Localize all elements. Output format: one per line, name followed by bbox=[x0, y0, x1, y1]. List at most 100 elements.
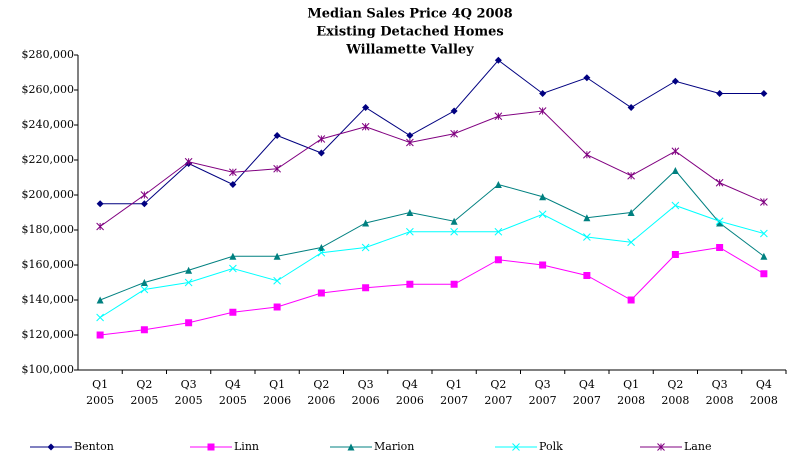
marker bbox=[207, 443, 215, 451]
x-tick-label: 2005 bbox=[219, 394, 247, 407]
y-tick-label: $280,000 bbox=[22, 48, 75, 61]
x-tick-label: 2005 bbox=[86, 394, 114, 407]
marker bbox=[273, 164, 281, 173]
marker bbox=[96, 222, 104, 231]
marker bbox=[47, 443, 55, 451]
y-tick-label: $180,000 bbox=[22, 223, 75, 236]
legend-label: Polk bbox=[539, 440, 563, 453]
marker bbox=[671, 77, 679, 85]
x-tick-label: 2008 bbox=[750, 394, 778, 407]
marker bbox=[185, 266, 193, 274]
y-tick-label: $140,000 bbox=[22, 293, 75, 306]
marker bbox=[362, 284, 370, 292]
marker bbox=[406, 227, 414, 236]
x-tick-label: Q1 bbox=[269, 378, 285, 391]
x-tick-label: Q3 bbox=[358, 378, 374, 391]
marker bbox=[229, 168, 237, 177]
marker bbox=[140, 279, 148, 286]
marker bbox=[494, 256, 502, 264]
x-tick-label: Q1 bbox=[92, 378, 108, 391]
marker bbox=[627, 238, 635, 247]
chart-title: Willamette Valley bbox=[345, 43, 474, 58]
x-tick-label: 2005 bbox=[130, 394, 158, 407]
marker bbox=[512, 443, 520, 451]
marker bbox=[140, 200, 148, 208]
marker bbox=[450, 129, 458, 138]
x-tick-label: Q2 bbox=[490, 378, 506, 391]
marker bbox=[406, 280, 414, 288]
marker bbox=[317, 289, 325, 297]
marker bbox=[583, 74, 591, 82]
marker bbox=[450, 217, 458, 225]
y-tick-label: $120,000 bbox=[22, 328, 75, 341]
marker bbox=[273, 303, 281, 311]
marker bbox=[760, 270, 768, 278]
marker bbox=[406, 132, 414, 139]
x-tick-label: Q2 bbox=[313, 378, 329, 391]
marker bbox=[760, 229, 768, 238]
marker bbox=[347, 443, 355, 451]
x-tick-label: Q2 bbox=[667, 378, 683, 391]
marker bbox=[96, 331, 104, 339]
chart-title: Existing Detached Homes bbox=[316, 25, 503, 40]
marker bbox=[406, 138, 414, 147]
marker bbox=[494, 181, 502, 188]
marker bbox=[671, 167, 679, 174]
x-tick-label: 2007 bbox=[440, 394, 468, 407]
marker bbox=[627, 171, 635, 180]
marker bbox=[140, 285, 149, 294]
x-tick-label: 2008 bbox=[661, 394, 689, 407]
x-tick-label: Q1 bbox=[623, 378, 639, 391]
series-line bbox=[100, 59, 764, 205]
marker bbox=[539, 261, 547, 269]
x-tick-label: 2007 bbox=[573, 394, 601, 407]
x-tick-label: Q3 bbox=[712, 378, 728, 391]
marker bbox=[96, 313, 104, 322]
marker bbox=[760, 198, 768, 206]
x-tick-label: Q4 bbox=[579, 378, 595, 391]
marker bbox=[450, 107, 458, 115]
marker bbox=[317, 135, 326, 143]
y-tick-label: $200,000 bbox=[22, 188, 75, 201]
marker bbox=[361, 243, 370, 252]
x-tick-label: Q4 bbox=[225, 378, 241, 391]
marker bbox=[317, 248, 326, 257]
marker bbox=[539, 90, 547, 97]
marker bbox=[229, 181, 237, 188]
x-tick-label: Q2 bbox=[136, 378, 152, 391]
series-line bbox=[100, 246, 765, 336]
x-tick-label: 2008 bbox=[706, 394, 734, 407]
marker bbox=[583, 272, 591, 279]
series-line bbox=[99, 110, 765, 227]
marker bbox=[671, 251, 679, 258]
x-tick-label: Q4 bbox=[402, 378, 418, 391]
x-tick-label: 2006 bbox=[307, 394, 335, 407]
x-tick-label: 2007 bbox=[484, 394, 512, 407]
legend-label: Lane bbox=[684, 440, 711, 453]
marker bbox=[539, 193, 547, 201]
legend-label: Benton bbox=[74, 440, 114, 453]
marker bbox=[96, 296, 104, 304]
marker bbox=[273, 276, 281, 285]
marker bbox=[140, 191, 149, 199]
marker bbox=[760, 90, 768, 97]
marker bbox=[494, 112, 503, 121]
marker bbox=[671, 147, 680, 156]
marker bbox=[583, 233, 591, 241]
marker bbox=[184, 278, 193, 287]
y-tick-label: $220,000 bbox=[22, 153, 75, 166]
marker bbox=[184, 157, 193, 166]
marker bbox=[715, 217, 724, 226]
y-tick-label: $160,000 bbox=[22, 258, 75, 271]
marker bbox=[229, 264, 237, 273]
legend-label: Marion bbox=[374, 440, 414, 453]
marker bbox=[362, 219, 370, 227]
series-line bbox=[99, 169, 765, 301]
x-tick-label: 2006 bbox=[263, 394, 291, 407]
x-tick-label: 2008 bbox=[617, 394, 645, 407]
marker bbox=[185, 319, 193, 327]
marker bbox=[657, 443, 665, 451]
y-tick-label: $100,000 bbox=[22, 363, 75, 376]
marker bbox=[273, 132, 281, 139]
